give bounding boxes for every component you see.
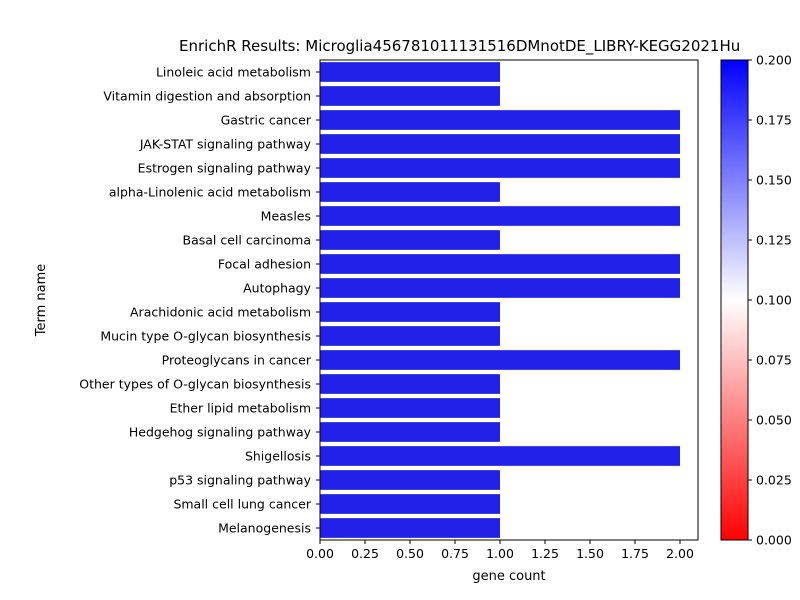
y-axis-title: Term name: [34, 264, 49, 338]
bar: [320, 110, 680, 130]
y-tick-label: Focal adhesion: [218, 257, 311, 272]
x-tick-label: 1.25: [531, 546, 559, 561]
y-tick-label: p53 signaling pathway: [169, 473, 311, 488]
y-tick-label: Other types of O-glycan biosynthesis: [79, 377, 311, 392]
y-tick-label: Measles: [261, 209, 311, 224]
y-tick-label: Shigellosis: [245, 449, 311, 464]
bar: [320, 254, 680, 274]
bar: [320, 302, 500, 322]
colorbar: [720, 59, 749, 541]
x-tick-label: 1.75: [621, 546, 649, 561]
bar: [320, 494, 500, 514]
y-tick-label: alpha-Linolenic acid metabolism: [109, 185, 311, 200]
y-tick-label: Vitamin digestion and absorption: [103, 89, 311, 104]
x-tick-label: 0.75: [441, 546, 469, 561]
colorbar-tick-label: 0.200: [756, 53, 792, 68]
y-tick-label: Autophagy: [243, 281, 311, 296]
colorbar-tick-label: 0.050: [756, 413, 792, 428]
y-tick-label: JAK-STAT signaling pathway: [139, 137, 312, 152]
x-tick-label: 1.00: [486, 546, 514, 561]
bar: [320, 86, 500, 106]
bar: [320, 446, 680, 466]
bar: [320, 398, 500, 418]
bar: [320, 518, 500, 538]
y-tick-label: Small cell lung cancer: [173, 497, 311, 512]
bar: [320, 326, 500, 346]
colorbar-tick-label: 0.150: [756, 173, 792, 188]
colorbar-tick-label: 0.025: [756, 473, 792, 488]
y-tick-label: Basal cell carcinoma: [183, 233, 312, 248]
x-tick-label: 0.00: [306, 546, 334, 561]
bar: [320, 158, 680, 178]
y-tick-label: Mucin type O-glycan biosynthesis: [100, 329, 311, 344]
colorbar-tick-label: 0.000: [756, 533, 792, 548]
bar: [320, 206, 680, 226]
y-tick-label: Melanogenesis: [218, 521, 311, 536]
y-tick-label: Ether lipid metabolism: [170, 401, 311, 416]
colorbar-tick-labels: 0.000 0.025 0.050 0.075 0.100 0.125 0.150 0.175…: [748, 53, 792, 548]
y-tick-label: Hedgehog signaling pathway: [129, 425, 312, 440]
bar: [320, 62, 500, 82]
x-tick-labels: 0.00 0.25 0.50 0.75 1.00 1.25 1.50 1.75 2.00: [306, 540, 694, 561]
x-tick-label: 2.00: [666, 546, 694, 561]
plot-frame: [319, 59, 699, 541]
y-tick-label: Gastric cancer: [221, 113, 312, 128]
x-axis-title: gene count: [472, 569, 545, 584]
bar: [320, 230, 500, 250]
y-tick-label: Arachidonic acid metabolism: [130, 305, 311, 320]
bar: [320, 350, 680, 370]
bar: [320, 470, 500, 490]
y-tick-label: Proteoglycans in cancer: [162, 353, 312, 368]
x-tick-label: 0.25: [351, 546, 379, 561]
x-tick-label: 0.50: [396, 546, 424, 561]
bars-group: [320, 62, 680, 538]
y-tick-labels: Linoleic acid metabolism Vitamin digestio…: [79, 65, 320, 536]
x-tick-label: 1.50: [576, 546, 604, 561]
colorbar-tick-label: 0.175: [756, 113, 792, 128]
colorbar-tick-label: 0.075: [756, 353, 792, 368]
bar: [320, 134, 680, 154]
bar: [320, 374, 500, 394]
y-tick-label: Estrogen signaling pathway: [138, 161, 312, 176]
y-tick-label: Linoleic acid metabolism: [156, 65, 311, 80]
bar: [320, 422, 500, 442]
bar: [320, 278, 680, 298]
bar: [320, 182, 500, 202]
colorbar-tick-label: 0.100: [756, 293, 792, 308]
chart-title: EnrichR Results: Microglia45678101113151…: [179, 37, 740, 56]
colorbar-tick-label: 0.125: [756, 233, 792, 248]
